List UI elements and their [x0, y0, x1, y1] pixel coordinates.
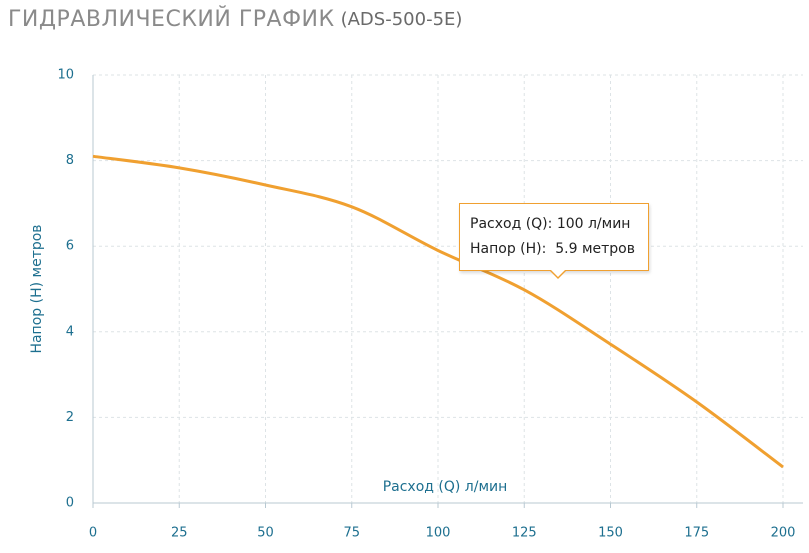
tooltip: Расход (Q): 100 л/мин Напор (H): 5.9 мет… [459, 203, 649, 279]
y-tick-label: 8 [66, 153, 74, 168]
y-tick-label: 0 [66, 496, 74, 511]
tooltip-q-label: Расход (Q): [470, 216, 553, 232]
tooltip-h-value: 5.9 метров [555, 241, 635, 257]
x-tick-label: 125 [512, 526, 537, 541]
x-tick-label: 100 [426, 526, 451, 541]
x-tick-label: 25 [171, 526, 188, 541]
y-tick-label: 10 [57, 68, 74, 83]
y-tick-label: 6 [66, 239, 74, 254]
x-tick-label: 75 [343, 526, 360, 541]
title: ГИДРАВЛИЧЕСКИЙ ГРАФИК [8, 6, 335, 32]
y-tick-label: 2 [66, 410, 74, 425]
tooltip-q-value: 100 л/мин [556, 216, 631, 232]
tooltip-arrow-inner [551, 270, 565, 277]
x-axis-title: Расход (Q) л/мин [383, 479, 508, 495]
y-tick-label: 4 [66, 324, 74, 339]
x-tick-label: 50 [257, 526, 274, 541]
curve [92, 154, 784, 469]
chart-title: ГИДРАВЛИЧЕСКИЙ ГРАФИК (ADS-500-5E) [8, 6, 462, 32]
model: (ADS-500-5E) [341, 9, 463, 30]
x-tick-label: 0 [89, 526, 97, 541]
tooltip-h-label: Напор (H): [470, 241, 547, 257]
x-tick-label: 150 [598, 526, 623, 541]
x-tick-label: 175 [684, 526, 709, 541]
y-axis-title: Напор (H) метров [29, 224, 45, 353]
x-tick-label: 200 [771, 526, 796, 541]
